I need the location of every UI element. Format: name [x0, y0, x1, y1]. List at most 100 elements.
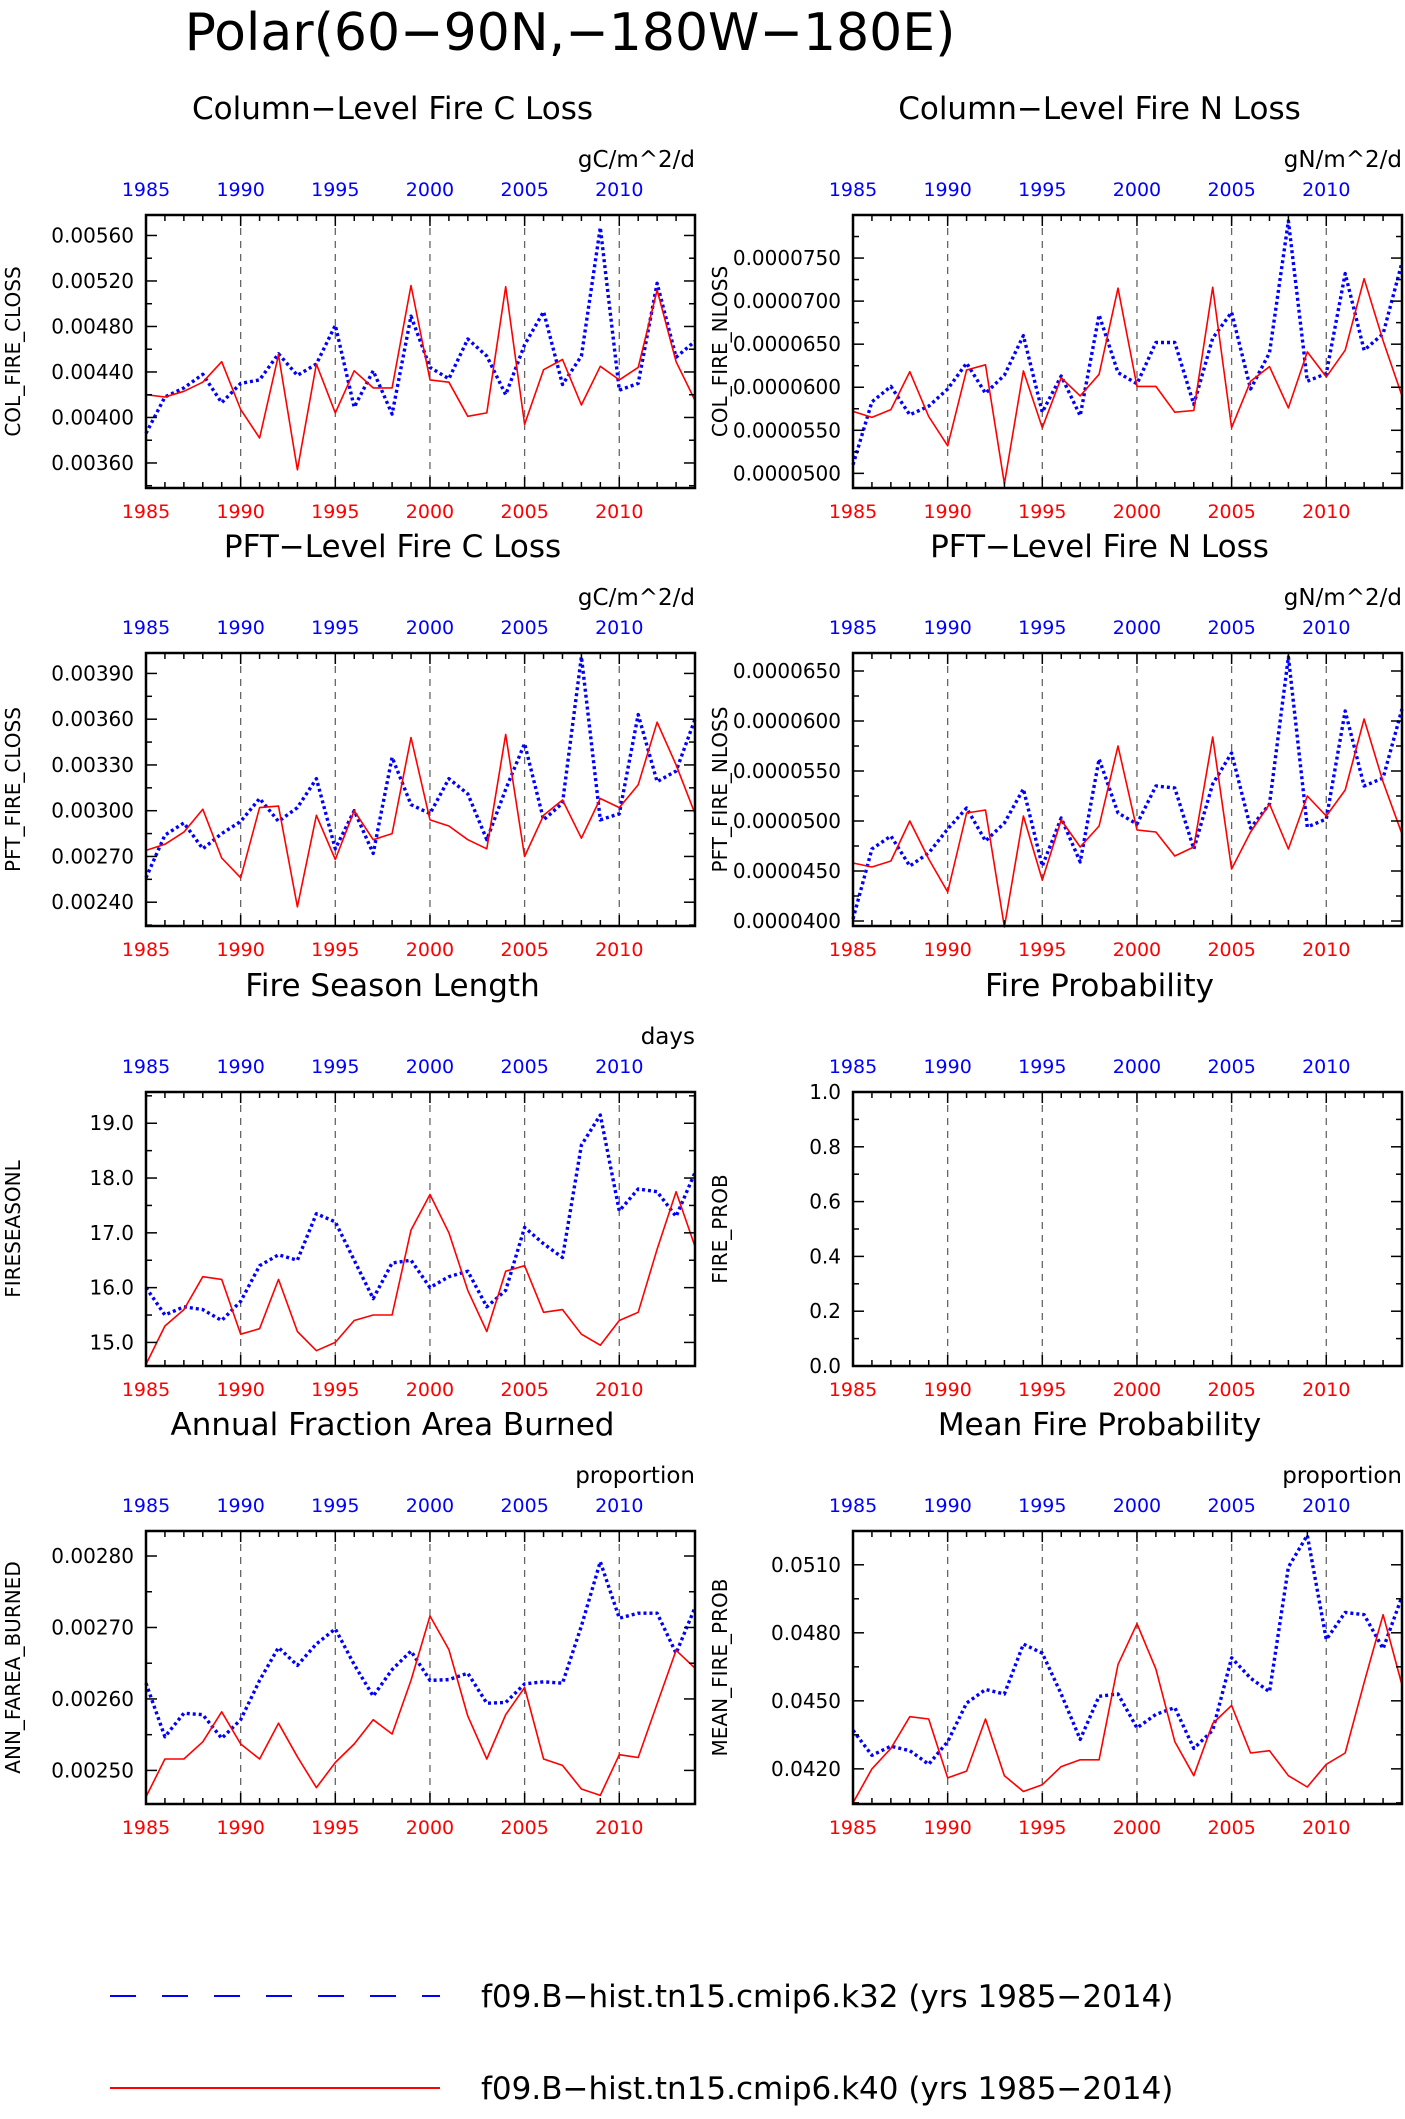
x-tick-label-top: 1990: [216, 179, 264, 201]
x-tick-label-bottom: 2005: [1207, 1817, 1255, 1839]
x-tick-label-top: 2005: [1207, 617, 1255, 639]
x-tick-label-bottom: 2005: [500, 939, 548, 961]
y-tick-label: 0.0000550: [733, 759, 841, 783]
panel-title: Column−Level Fire C Loss: [192, 91, 593, 127]
y-tick-label: 0.4: [809, 1244, 841, 1268]
x-tick-label-top: 1990: [923, 1495, 971, 1517]
x-tick-label-top: 2005: [500, 1495, 548, 1517]
x-tick-label-top: 1985: [122, 1495, 170, 1517]
x-tick-label-bottom: 2000: [406, 939, 454, 961]
x-tick-label-top: 2000: [1113, 1495, 1161, 1517]
x-tick-label-bottom: 1990: [923, 939, 971, 961]
x-tick-label-bottom: 1990: [216, 1817, 264, 1839]
series-k40-line: [145, 1615, 696, 1798]
x-tick-label-top: 1990: [216, 1495, 264, 1517]
y-tick-label: 0.00330: [51, 753, 134, 777]
x-tick-label-bottom: 2000: [406, 1379, 454, 1401]
y-tick-label: 1.0: [809, 1080, 841, 1104]
panel-title: Annual Fraction Area Burned: [171, 1407, 615, 1443]
panel-units: gC/m^2/d: [578, 147, 695, 173]
chart-panel-7: Annual Fraction Area Burned proportion 198…: [1, 1407, 697, 1839]
x-tick-label-top: 2005: [500, 617, 548, 639]
y-axis-label: PFT_FIRE_CLOSS: [1, 707, 25, 872]
x-tick-label-bottom: 1985: [122, 501, 170, 523]
x-tick-label-bottom: 2005: [1207, 939, 1255, 961]
y-axis-label: FIRE_PROB: [708, 1174, 732, 1283]
x-tick-label-bottom: 1990: [923, 501, 971, 523]
plot-frame: [144, 213, 697, 490]
plot-frame: [851, 213, 1404, 490]
x-tick-label-bottom: 1995: [311, 501, 359, 523]
panel-units: proportion: [1282, 1463, 1402, 1489]
panel-units: proportion: [575, 1463, 695, 1489]
y-tick-label: 0.2: [809, 1299, 841, 1323]
plot-frame: [144, 1090, 697, 1368]
x-tick-label-bottom: 1995: [311, 939, 359, 961]
panel-title: PFT−Level Fire C Loss: [224, 529, 561, 565]
y-tick-label: 0.0000550: [733, 418, 841, 442]
x-tick-label-top: 1985: [829, 179, 877, 201]
y-tick-label: 0.0000750: [733, 246, 841, 270]
y-tick-label: 0.0000600: [733, 709, 841, 733]
legend-label-k40: f09.B−hist.tn15.cmip6.k40 (yrs 1985−2014…: [481, 2071, 1173, 2107]
panel-units: gC/m^2/d: [578, 585, 695, 611]
y-tick-label: 0.0: [809, 1354, 841, 1378]
x-tick-label-top: 2000: [406, 617, 454, 639]
x-tick-label-bottom: 2000: [406, 1817, 454, 1839]
y-tick-label: 0.0000600: [733, 375, 841, 399]
chart-panel-3: PFT−Level Fire C Loss gC/m^2/d 1985 1990 199…: [1, 529, 697, 961]
y-tick-label: 0.00480: [51, 314, 134, 338]
x-tick-label-top: 1990: [216, 1056, 264, 1078]
y-tick-label: 0.00360: [51, 451, 134, 475]
x-tick-label-bottom: 1985: [829, 1379, 877, 1401]
x-tick-label-bottom: 2010: [595, 1817, 643, 1839]
y-tick-label: 18.0: [89, 1166, 134, 1190]
y-axis-label: MEAN_FIRE_PROB: [708, 1579, 732, 1757]
x-tick-label-bottom: 2005: [500, 501, 548, 523]
x-tick-label-top: 1995: [311, 1495, 359, 1517]
panel-title: Fire Probability: [985, 968, 1214, 1004]
y-tick-label: 0.00440: [51, 360, 134, 384]
y-axis-label: ANN_FAREA_BURNED: [1, 1561, 25, 1773]
x-tick-label-top: 1995: [311, 617, 359, 639]
x-tick-label-top: 2010: [1302, 179, 1350, 201]
x-tick-label-top: 2000: [1113, 1056, 1161, 1078]
y-tick-label: 0.0000450: [733, 859, 841, 883]
y-axis-label: COL_FIRE_NLOSS: [708, 266, 732, 437]
y-tick-label: 17.0: [89, 1221, 134, 1245]
series-k40-line: [145, 284, 696, 471]
x-tick-label-top: 2000: [1113, 179, 1161, 201]
plot-frame: [851, 1090, 1404, 1368]
x-tick-label-bottom: 1990: [216, 1379, 264, 1401]
y-axis-label: FIRESEASONL: [1, 1159, 25, 1297]
series-k32-line: [144, 1113, 697, 1323]
y-tick-label: 0.0000650: [733, 659, 841, 683]
x-tick-label-bottom: 2010: [1302, 1379, 1350, 1401]
x-tick-label-top: 1985: [122, 617, 170, 639]
x-tick-label-top: 2010: [1302, 1056, 1350, 1078]
x-tick-label-bottom: 2005: [1207, 501, 1255, 523]
x-tick-label-top: 1985: [829, 1495, 877, 1517]
y-tick-label: 0.0510: [771, 1553, 841, 1577]
x-tick-label-bottom: 1990: [923, 1379, 971, 1401]
y-tick-label: 0.00300: [51, 799, 134, 823]
x-tick-label-bottom: 1995: [1018, 501, 1066, 523]
x-tick-label-top: 2010: [1302, 1495, 1350, 1517]
series-k32-line: [851, 1533, 1404, 1767]
x-tick-label-top: 1990: [923, 179, 971, 201]
series-k40-line: [145, 721, 696, 908]
x-tick-label-top: 1995: [311, 179, 359, 201]
y-axis-label: COL_FIRE_CLOSS: [1, 266, 25, 436]
y-tick-label: 0.0000700: [733, 289, 841, 313]
y-tick-label: 0.00390: [51, 661, 134, 685]
series-k32-line: [851, 655, 1404, 920]
plot-frame: [144, 1529, 697, 1806]
y-tick-label: 0.0000500: [733, 461, 841, 485]
x-tick-label-bottom: 1985: [829, 939, 877, 961]
y-tick-label: 0.0480: [771, 1621, 841, 1645]
x-tick-label-top: 1990: [923, 617, 971, 639]
chart-panel-8: Mean Fire Probability proportion 1985 1990 1…: [708, 1407, 1404, 1839]
x-tick-label-bottom: 1990: [216, 501, 264, 523]
panel-units: gN/m^2/d: [1284, 147, 1402, 173]
